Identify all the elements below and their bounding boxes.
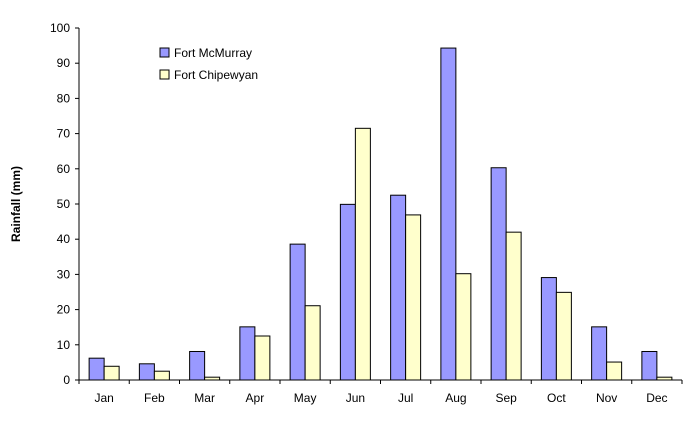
y-tick-label: 20	[57, 303, 71, 317]
x-tick-label: Nov	[596, 391, 617, 405]
bar-fort-chipewyan-may	[304, 305, 321, 381]
y-tick-label: 90	[57, 56, 71, 70]
bar-fort-chipewyan-jul	[405, 214, 422, 381]
x-tick-label: Apr	[246, 391, 265, 405]
legend: Fort McMurray Fort Chipewyan	[159, 46, 258, 82]
legend-swatch	[159, 69, 170, 80]
bar-fort-mcmurray-jan	[88, 357, 105, 381]
bar-fort-chipewyan-nov	[606, 361, 623, 381]
bar-fort-mcmurray-apr	[239, 326, 256, 381]
x-ticks: Jan Feb Mar Apr May Jun Jul Aug Sep Oct Nov Dec	[78, 380, 683, 405]
bar-fort-mcmurray-jun	[339, 203, 356, 381]
legend-label: Fort McMurray	[174, 46, 252, 60]
bar-fort-chipewyan-aug	[455, 273, 472, 381]
x-tick-label: Sep	[495, 391, 517, 405]
bar-fort-chipewyan-jun	[354, 127, 371, 381]
bar-fort-mcmurray-jul	[390, 194, 407, 381]
bar-fort-mcmurray-oct	[540, 277, 557, 381]
bar-fort-mcmurray-feb	[138, 363, 155, 381]
bar-fort-chipewyan-apr	[254, 335, 271, 381]
legend-swatch	[159, 47, 170, 58]
x-tick-label: Jan	[94, 391, 113, 405]
legend-label: Fort Chipewyan	[174, 68, 258, 82]
y-axis-title: Rainfall (mm)	[9, 166, 23, 242]
y-tick-label: 30	[57, 267, 71, 281]
bar-fort-mcmurray-nov	[591, 326, 608, 381]
bar-fort-mcmurray-may	[289, 243, 306, 381]
bar-fort-chipewyan-sep	[505, 231, 522, 381]
x-tick-label: Jun	[346, 391, 365, 405]
bars-group	[88, 47, 673, 381]
y-tick-label: 50	[57, 197, 71, 211]
bar-fort-mcmurray-sep	[490, 167, 507, 381]
bar-fort-chipewyan-jan	[103, 365, 120, 381]
bar-fort-chipewyan-oct	[555, 291, 572, 381]
bar-fort-mcmurray-dec	[641, 350, 658, 381]
x-tick-label: Feb	[144, 391, 165, 405]
y-tick-label: 0	[63, 373, 70, 387]
bar-fort-mcmurray-mar	[189, 350, 206, 381]
bar-fort-mcmurray-aug	[440, 47, 457, 381]
bar-fort-chipewyan-feb	[153, 370, 170, 381]
y-tick-label: 70	[57, 127, 71, 141]
y-tick-label: 10	[57, 338, 71, 352]
x-tick-label: Oct	[547, 391, 566, 405]
y-ticks: 0 10 20 30 40 50 60 70 80 90 100	[50, 21, 79, 387]
y-tick-label: 60	[57, 162, 71, 176]
y-tick-label: 100	[50, 21, 70, 35]
y-tick-label: 80	[57, 91, 71, 105]
x-tick-label: Mar	[194, 391, 215, 405]
x-tick-label: May	[294, 391, 317, 405]
x-tick-label: Aug	[445, 391, 466, 405]
x-tick-label: Dec	[646, 391, 667, 405]
x-tick-label: Jul	[398, 391, 413, 405]
y-tick-label: 40	[57, 232, 71, 246]
